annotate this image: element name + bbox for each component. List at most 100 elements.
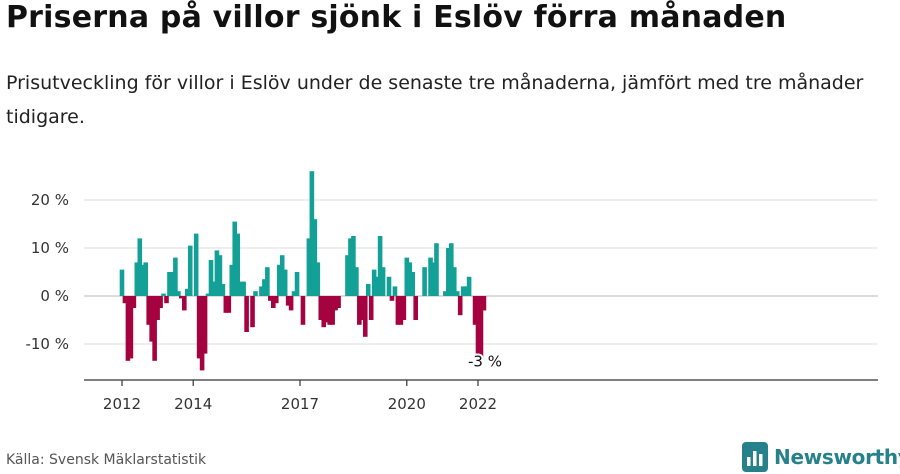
bar (446, 248, 451, 296)
bar (232, 221, 238, 296)
bar (422, 267, 427, 296)
bar (259, 286, 264, 296)
bar (333, 296, 338, 311)
bar (371, 269, 377, 296)
bar (170, 272, 175, 296)
source-note: Källa: Svensk Mäklarstatistik (6, 452, 207, 468)
bar (330, 296, 335, 325)
bar (354, 267, 359, 296)
bar (362, 296, 368, 337)
bar (253, 291, 258, 296)
bar-chart: 20 % 10 % 0 % -10 % 2012 2014 2017 2020 2022 -3 % (25, 171, 878, 413)
bar (404, 257, 410, 296)
bar (238, 281, 243, 296)
bar (146, 296, 151, 325)
bar (152, 296, 157, 361)
bar (131, 296, 137, 308)
bar (454, 291, 460, 296)
page-subtitle: Prisutveckling för villor i Eslöv under … (6, 72, 864, 128)
bar (351, 236, 356, 296)
bar (235, 233, 240, 296)
x-axis (84, 379, 878, 386)
bar (428, 257, 433, 296)
bar (463, 286, 469, 296)
bar (241, 281, 246, 296)
bar (149, 296, 154, 342)
bar (282, 269, 288, 296)
bar (410, 272, 416, 296)
bar (377, 236, 383, 296)
bar (158, 296, 163, 308)
bar (199, 296, 205, 371)
bar (164, 296, 169, 304)
bar (265, 267, 270, 296)
bar (460, 286, 466, 296)
bar (193, 233, 199, 296)
brand-logo[interactable]: Newsworthy (742, 440, 900, 474)
bar (466, 276, 472, 296)
bar (431, 262, 436, 296)
bar (128, 296, 134, 359)
bar (434, 243, 439, 296)
bar (273, 296, 279, 304)
bar (140, 264, 146, 296)
bar (122, 296, 128, 304)
bar (211, 281, 217, 296)
x-tick-label: 2022 (459, 395, 497, 413)
bar (214, 250, 220, 296)
bar (300, 296, 306, 325)
x-tick-label: 2017 (281, 395, 319, 413)
bar (205, 293, 211, 296)
bar (327, 296, 332, 325)
bar (309, 171, 315, 296)
bar (312, 219, 318, 296)
bar (176, 291, 181, 296)
bar (318, 296, 324, 320)
bar (208, 260, 214, 296)
bar (173, 257, 178, 296)
chart-labels: 20 % 10 % 0 % -10 % 2012 2014 2017 2020 2022 -3 % (25, 191, 504, 413)
bar (182, 296, 187, 311)
bar (443, 291, 448, 296)
bar (179, 296, 184, 299)
bar (285, 296, 291, 306)
bar (167, 272, 172, 296)
bar (315, 262, 321, 296)
bar (389, 296, 395, 301)
bar (161, 293, 166, 296)
bar (119, 269, 125, 296)
bar (413, 296, 418, 320)
bar (220, 284, 226, 296)
y-tick-label: -10 % (25, 335, 69, 353)
bar (345, 255, 350, 296)
bar (291, 291, 297, 296)
bar (262, 279, 267, 296)
bar (276, 264, 282, 296)
bar (407, 262, 413, 296)
x-tick-label: 2014 (174, 395, 212, 413)
last-value-annotation: -3 % (468, 353, 502, 371)
bar (368, 296, 374, 320)
bar (365, 284, 371, 296)
bar (196, 296, 202, 359)
bar (187, 245, 193, 296)
y-tick-label: 0 % (40, 287, 69, 305)
bar (449, 243, 454, 296)
bar (268, 296, 273, 301)
bar (472, 296, 478, 325)
bar (134, 262, 140, 296)
bar (184, 288, 190, 296)
bar (294, 272, 300, 296)
newsworthy-bars-logo-icon (742, 442, 768, 472)
bar (380, 267, 386, 296)
bar (475, 296, 481, 354)
brand-name: Newsworthy (774, 445, 900, 469)
y-tick-label: 10 % (31, 239, 69, 257)
bar (451, 267, 457, 296)
bar (223, 296, 229, 313)
bar (348, 238, 353, 296)
bar (288, 296, 294, 311)
y-tick-label: 20 % (31, 191, 69, 209)
bar (336, 296, 341, 308)
bar (271, 296, 276, 308)
